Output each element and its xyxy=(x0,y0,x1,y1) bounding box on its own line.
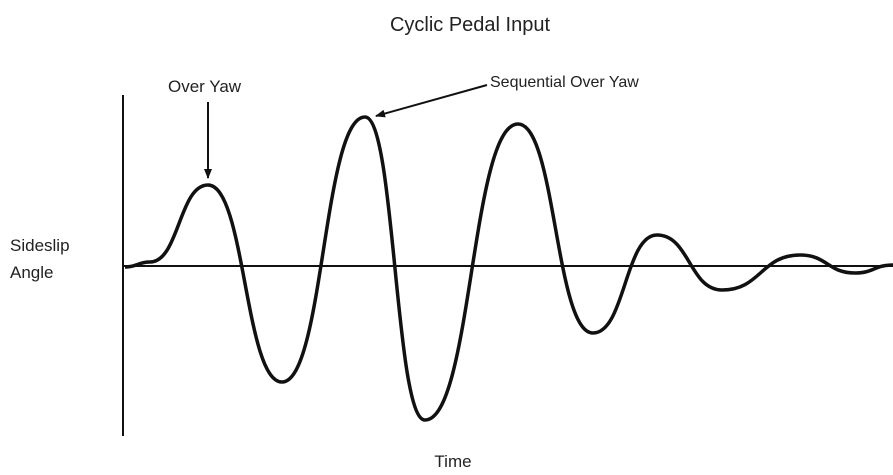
sideslip-curve xyxy=(124,115,893,422)
sequential-over-yaw-arrow xyxy=(375,84,488,118)
annotation: Sequential Over Yaw xyxy=(490,74,639,91)
annotation: Over Yaw xyxy=(168,77,242,96)
title: Cyclic Pedal Input xyxy=(389,14,551,36)
x-axis-label: Time xyxy=(434,452,472,471)
y-axis-label: Sideslip Angle xyxy=(10,236,70,282)
